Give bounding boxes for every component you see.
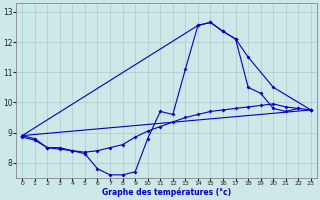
X-axis label: Graphe des températures (°c): Graphe des températures (°c) xyxy=(102,188,231,197)
